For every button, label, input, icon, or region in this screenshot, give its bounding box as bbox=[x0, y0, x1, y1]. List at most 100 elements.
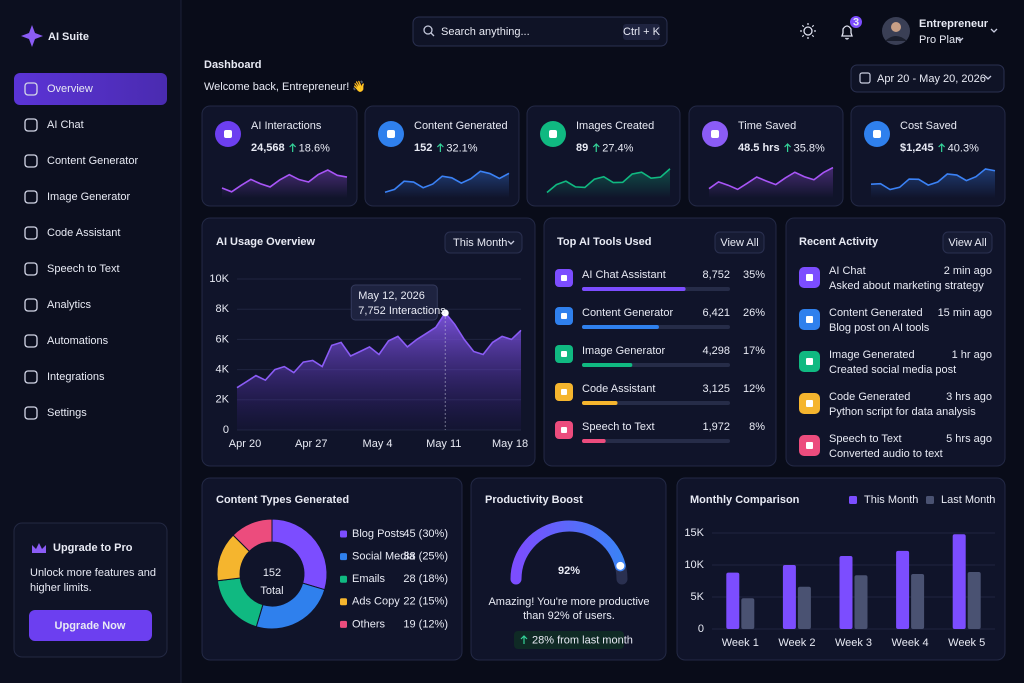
panel-title: Recent Activity bbox=[799, 236, 879, 248]
period-label[interactable]: This Month bbox=[453, 237, 507, 249]
activity-icon-glyph bbox=[806, 400, 813, 407]
tool-bar-track bbox=[582, 439, 730, 443]
kpi-change: 40.3% bbox=[948, 142, 979, 154]
tool-count: 6,421 bbox=[702, 307, 730, 319]
theme-toggle[interactable] bbox=[803, 26, 813, 36]
y-tick-label: 5K bbox=[691, 591, 705, 603]
kpi-icon-glyph bbox=[387, 130, 395, 138]
kpi-arrow bbox=[784, 143, 792, 152]
theme-ray bbox=[801, 24, 805, 28]
legend-label: Blog Posts bbox=[352, 528, 405, 540]
kpi-arrow bbox=[592, 143, 600, 152]
panel-title: Monthly Comparison bbox=[690, 494, 800, 506]
tool-icon-glyph bbox=[561, 351, 567, 357]
nav-item[interactable]: AI Chat bbox=[47, 119, 84, 131]
date-picker[interactable] bbox=[850, 64, 1005, 93]
upgrade-title: Upgrade to Pro bbox=[53, 542, 133, 554]
nav-icon bbox=[24, 82, 38, 96]
kpi-label: Content Generated bbox=[414, 120, 508, 132]
activity-time: 1 hr ago bbox=[952, 349, 992, 361]
kpi-label: AI Interactions bbox=[251, 120, 322, 132]
theme-ray bbox=[811, 34, 815, 38]
legend-label: Last Month bbox=[941, 494, 995, 506]
search-box[interactable] bbox=[412, 16, 668, 47]
kpi-label: Cost Saved bbox=[900, 120, 957, 132]
x-tick-label: Week 3 bbox=[835, 637, 872, 649]
view-all-label[interactable]: View All bbox=[948, 237, 986, 249]
donut-segment bbox=[232, 518, 273, 553]
tool-count: 8,752 bbox=[702, 269, 730, 281]
view-all-button[interactable] bbox=[942, 231, 993, 254]
bar bbox=[782, 565, 796, 629]
activity-title: Speech to Text bbox=[829, 433, 902, 445]
nav-item[interactable]: Speech to Text bbox=[47, 263, 120, 275]
y-tick-label: 6K bbox=[216, 333, 230, 345]
nav-item[interactable]: Code Assistant bbox=[47, 227, 120, 239]
activity-text: Asked about marketing strategy bbox=[829, 280, 984, 292]
upgrade-button[interactable] bbox=[29, 610, 152, 641]
sparkline-area bbox=[709, 167, 833, 198]
kpi-label: Time Saved bbox=[738, 120, 796, 132]
x-tick-label: Week 1 bbox=[722, 637, 759, 649]
x-tick-label: May 11 bbox=[426, 438, 461, 450]
upgrade-text: Unlock more features and bbox=[30, 567, 156, 579]
bar bbox=[911, 573, 925, 629]
nav-item[interactable]: Automations bbox=[47, 335, 109, 347]
gauge-value bbox=[510, 520, 626, 585]
nav-item[interactable]: Overview bbox=[47, 83, 93, 95]
tooltip bbox=[350, 284, 438, 321]
activity-icon-glyph bbox=[806, 316, 813, 323]
tool-share: 8% bbox=[749, 421, 765, 433]
gauge-text: than 92% of users. bbox=[523, 610, 615, 622]
nav-item[interactable]: Analytics bbox=[47, 299, 92, 311]
value-label: 19 (12%) bbox=[403, 618, 448, 630]
nav-icon bbox=[24, 406, 38, 420]
date-range[interactable]: Apr 20 - May 20, 2026 bbox=[877, 73, 986, 85]
activity-icon-glyph bbox=[806, 274, 813, 281]
kpi-value: $1,245 bbox=[900, 142, 934, 154]
panel-title: Productivity Boost bbox=[485, 494, 583, 506]
nav-item[interactable]: Content Generator bbox=[47, 155, 138, 167]
legend-swatch bbox=[340, 530, 347, 538]
sparkline bbox=[708, 166, 834, 191]
search-placeholder[interactable]: Search anything... bbox=[441, 26, 530, 38]
bar bbox=[952, 534, 966, 629]
kpi-change: 27.4% bbox=[602, 142, 633, 154]
x-tick-label: May 18 bbox=[492, 438, 528, 450]
calendar-icon bbox=[859, 72, 871, 84]
tool-bar bbox=[582, 363, 633, 367]
sparkline bbox=[870, 168, 996, 191]
legend-label: This Month bbox=[864, 494, 918, 506]
kpi-icon-glyph bbox=[873, 130, 881, 138]
y-tick-label: 0 bbox=[698, 623, 704, 635]
kpi-arrow bbox=[938, 143, 946, 152]
panel-title: AI Usage Overview bbox=[216, 236, 315, 248]
nav-item[interactable]: Image Generator bbox=[47, 191, 130, 203]
kpi-value: 152 bbox=[414, 142, 432, 154]
nav-item[interactable]: Settings bbox=[47, 407, 87, 419]
logo-icon bbox=[21, 25, 43, 47]
tool-icon-glyph bbox=[561, 389, 567, 395]
upgrade-button-label[interactable]: Upgrade Now bbox=[55, 620, 126, 632]
kpi-value: 24,568 bbox=[251, 142, 285, 154]
activity-title: Content Generated bbox=[829, 307, 923, 319]
nav-item[interactable]: Integrations bbox=[47, 371, 105, 383]
sparkline bbox=[221, 169, 348, 193]
gauge-text: Amazing! You're more productive bbox=[488, 596, 649, 608]
user-name[interactable]: Entrepreneur bbox=[919, 18, 989, 30]
notification-badge bbox=[850, 16, 862, 28]
x-tick-label: Week 2 bbox=[778, 637, 815, 649]
kpi-value: 48.5 hrs bbox=[738, 142, 780, 154]
activity-icon-glyph bbox=[806, 442, 813, 449]
value-label: 22 (15%) bbox=[403, 596, 448, 608]
value-label: 45 (30%) bbox=[403, 528, 448, 540]
legend-label: Emails bbox=[352, 573, 386, 585]
view-all-label[interactable]: View All bbox=[720, 237, 758, 249]
view-all-button[interactable] bbox=[714, 231, 765, 254]
page-title: Dashboard bbox=[204, 59, 261, 71]
period-select[interactable] bbox=[444, 231, 523, 254]
value-label: 28 (18%) bbox=[403, 573, 448, 585]
bell-icon[interactable] bbox=[841, 25, 853, 40]
kpi-change: 18.6% bbox=[299, 142, 330, 154]
